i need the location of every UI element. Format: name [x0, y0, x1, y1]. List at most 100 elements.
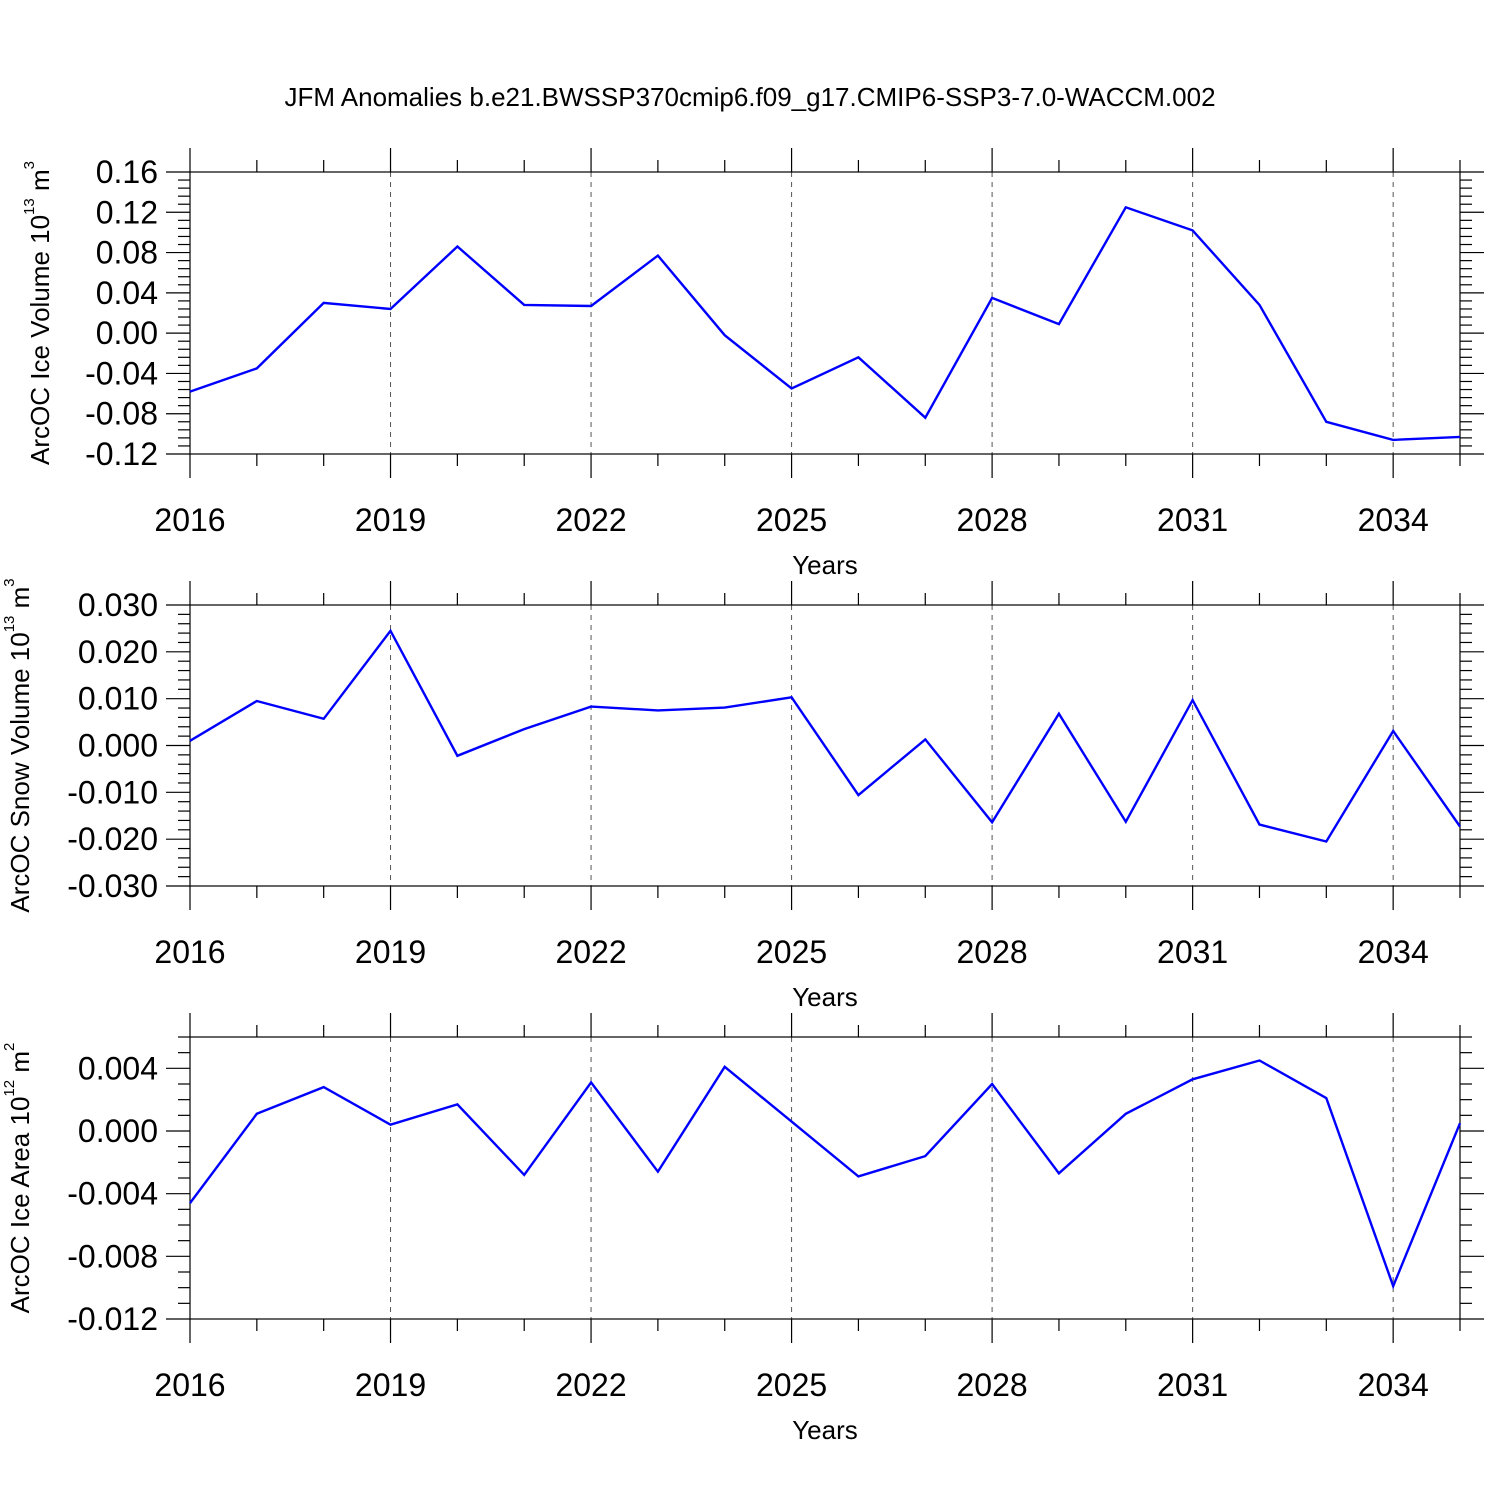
data-point — [455, 754, 459, 758]
plot-frame — [189, 171, 1461, 455]
data-point — [1257, 823, 1261, 827]
y-tick-label: -0.030 — [67, 868, 158, 904]
data-point — [1458, 825, 1462, 829]
y-tick-label: 0.04 — [96, 275, 158, 311]
panel-snow-volume: 2016 2019 2022 2025 2028 2031 2034 Years -0.030 -… — [1, 578, 1484, 1012]
data-point — [188, 1201, 192, 1205]
data-point — [656, 708, 660, 712]
x-tick-label: 2031 — [1157, 502, 1228, 538]
data-point — [1124, 1112, 1128, 1116]
data-point — [522, 303, 526, 307]
data-point — [255, 699, 259, 703]
y-tick-label: -0.012 — [67, 1301, 158, 1337]
data-point — [1257, 303, 1261, 307]
data-point — [1324, 1096, 1328, 1100]
x-tick-label: 2028 — [957, 1367, 1028, 1403]
data-point — [589, 304, 593, 308]
data-point — [1124, 820, 1128, 824]
data-point — [1057, 712, 1061, 716]
y-tick-label: -0.12 — [85, 436, 158, 472]
data-point — [1458, 435, 1462, 439]
series-line — [189, 1059, 1462, 1290]
y-tick-label: 0.030 — [78, 587, 158, 623]
data-point — [322, 717, 326, 721]
data-point — [522, 727, 526, 731]
data-point — [389, 1123, 393, 1127]
y-axis-label: ArcOC Ice Volume 1013 m3 — [21, 161, 55, 465]
data-point — [923, 1154, 927, 1158]
x-tick-label: 2025 — [756, 1367, 827, 1403]
data-point — [1391, 438, 1395, 442]
data-point — [1391, 729, 1395, 733]
y-tick-label: -0.08 — [85, 396, 158, 432]
x-tick-label: 2022 — [555, 934, 626, 970]
y-axis-label: ArcOC Ice Area 1012 m2 — [1, 1043, 35, 1314]
data-point — [723, 1065, 727, 1069]
data-point — [455, 1102, 459, 1106]
data-point — [856, 793, 860, 797]
y-tick-label: 0.12 — [96, 194, 158, 230]
data-point — [188, 739, 192, 743]
data-point — [1391, 1284, 1395, 1288]
x-axis-label: Years — [792, 1415, 858, 1445]
y-axis-label: ArcOC Snow Volume 1013 m3 — [1, 578, 35, 912]
panel-ice-volume: 2016 2019 2022 2025 2028 2031 2034 Years -0.12 -0… — [21, 148, 1484, 580]
x-tick-label: 2031 — [1157, 934, 1228, 970]
data-point — [656, 1170, 660, 1174]
data-point — [990, 820, 994, 824]
x-tick-label: 2016 — [154, 934, 225, 970]
data-point — [322, 301, 326, 305]
y-tick-label: 0.010 — [78, 681, 158, 717]
y-tick-label: 0.000 — [78, 1113, 158, 1149]
data-point — [990, 296, 994, 300]
y-tick-label: 0.08 — [96, 235, 158, 271]
data-point — [923, 416, 927, 420]
data-point — [790, 1120, 794, 1124]
x-tick-label: 2022 — [555, 1367, 626, 1403]
series-line — [189, 205, 1461, 442]
x-axis-label: Years — [792, 550, 858, 580]
data-point — [990, 1082, 994, 1086]
data-point — [1257, 1059, 1261, 1063]
data-point — [723, 333, 727, 337]
x-tick-label: 2034 — [1358, 1367, 1429, 1403]
data-point — [1324, 420, 1328, 424]
y-tick-label: -0.004 — [67, 1176, 158, 1212]
y-tick-label: 0.004 — [78, 1050, 158, 1086]
x-tick-label: 2025 — [756, 502, 827, 538]
x-tick-label: 2031 — [1157, 1367, 1228, 1403]
y-tick-label: 0.16 — [96, 154, 158, 190]
data-point — [322, 1085, 326, 1089]
data-point — [389, 307, 393, 311]
data-point — [856, 355, 860, 359]
y-tick-label: 0.00 — [96, 315, 158, 351]
x-tick-label: 2016 — [154, 1367, 225, 1403]
data-point — [589, 1080, 593, 1084]
series-line — [189, 628, 1461, 843]
y-tick-label: -0.008 — [67, 1238, 158, 1274]
data-point — [1191, 1077, 1195, 1081]
x-tick-label: 2028 — [957, 502, 1028, 538]
x-tick-label: 2022 — [555, 502, 626, 538]
data-point — [255, 1112, 259, 1116]
data-point — [1191, 228, 1195, 232]
x-tick-label: 2019 — [355, 934, 426, 970]
data-point — [1191, 698, 1195, 702]
data-point — [188, 390, 192, 394]
y-tick-label: 0.020 — [78, 634, 158, 670]
x-tick-label: 2034 — [1358, 502, 1429, 538]
data-point — [1458, 1121, 1462, 1125]
data-point — [790, 387, 794, 391]
data-point — [1057, 322, 1061, 326]
data-point — [656, 254, 660, 258]
data-point — [589, 705, 593, 709]
data-point — [522, 1173, 526, 1177]
data-point — [723, 706, 727, 710]
y-tick-label: -0.010 — [67, 774, 158, 810]
data-point — [923, 737, 927, 741]
chart-title: JFM Anomalies b.e21.BWSSP370cmip6.f09_g1… — [284, 82, 1215, 112]
y-tick-label: 0.000 — [78, 728, 158, 764]
y-tick-label: -0.020 — [67, 821, 158, 857]
data-point — [455, 245, 459, 249]
